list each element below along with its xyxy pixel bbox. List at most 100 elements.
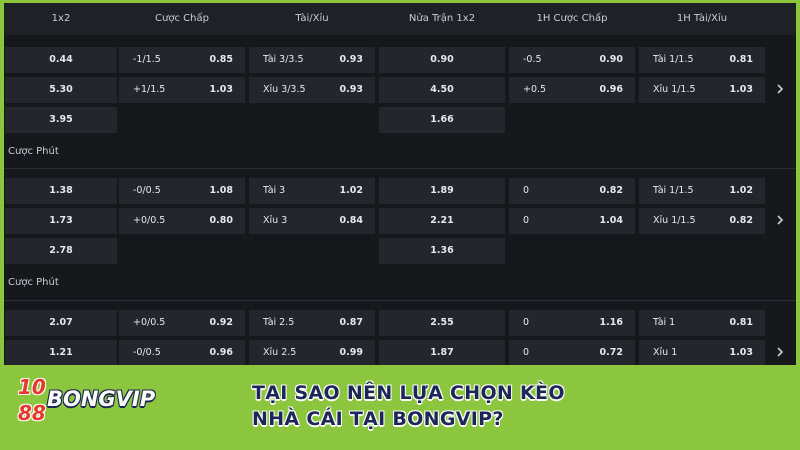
bet-line: -0.5 [523, 54, 542, 65]
odds-cell: Xỉu 1/1.5 0.82 [639, 208, 765, 234]
odds-cell: Tài 3 1.02 [249, 178, 375, 204]
odds-cell: Tài 2.5 0.87 [249, 310, 375, 336]
odds-value: 1.36 [430, 245, 454, 256]
column-header: Nửa Trận 1x2 [408, 13, 476, 24]
odds-value: 1.16 [599, 317, 623, 328]
odds-cell: 1.38 [5, 178, 117, 204]
odds-cell: 0 1.16 [509, 310, 635, 336]
odds-cell: 0 0.72 [509, 340, 635, 365]
odds-cell: 1.73 [5, 208, 117, 234]
odds-cell: 5.30 [5, 77, 117, 103]
bet-line: -1/1.5 [133, 54, 161, 65]
odds-cell: 1.66 [379, 107, 505, 133]
odds-value: 0.96 [209, 347, 233, 358]
odds-cell: +0.5 0.96 [509, 77, 635, 103]
group-label: Cược Phút [8, 146, 59, 157]
headline: TẠI SAO NÊN LỰA CHỌN KÈO [252, 382, 565, 404]
odds-value: 0.90 [430, 54, 454, 65]
odds-value: 1.66 [430, 114, 454, 125]
odds-cell: 2.21 [379, 208, 505, 234]
odds-value: 0.44 [49, 54, 73, 65]
odds-value: 0.87 [339, 317, 363, 328]
bet-line: Tài 3 [263, 185, 286, 196]
bet-line: -0/0.5 [133, 185, 161, 196]
bet-line: Xỉu 1/1.5 [653, 84, 696, 95]
expand-arrow[interactable] [775, 215, 785, 225]
column-header: 1H Cược Chấp [536, 13, 608, 24]
bet-line: Tài 1/1.5 [653, 54, 694, 65]
bet-line: -0/0.5 [133, 347, 161, 358]
odds-value: 2.07 [49, 317, 73, 328]
odds-cell: 4.50 [379, 77, 505, 103]
odds-cell: -0/0.5 1.08 [119, 178, 245, 204]
bet-line: Xỉu 3 [263, 215, 288, 226]
odds-cell: 1.21 [5, 340, 117, 365]
logo-word: BONGVIP [47, 387, 156, 411]
odds-cell: 1.89 [379, 178, 505, 204]
bet-line: +0/0.5 [133, 215, 166, 226]
odds-cell: 2.07 [5, 310, 117, 336]
odds-value: 0.92 [209, 317, 233, 328]
odds-value: 1.08 [209, 185, 233, 196]
odds-value: 0.93 [339, 84, 363, 95]
column-header: Cược Chấp [155, 13, 209, 24]
group-label: Cược Phút [8, 277, 59, 288]
odds-cell: 0.44 [5, 47, 117, 73]
odds-value: 1.38 [49, 185, 73, 196]
odds-value: 1.73 [49, 215, 73, 226]
odds-cell: +1/1.5 1.03 [119, 77, 245, 103]
bet-line: +0/0.5 [133, 317, 166, 328]
odds-cell: 2.78 [5, 238, 117, 264]
bet-line: Tài 1/1.5 [653, 185, 694, 196]
odds-cell: -0/0.5 0.96 [119, 340, 245, 365]
odds-value: 1.03 [729, 84, 753, 95]
logo-number: 88 [18, 401, 46, 425]
odds-value: 0.82 [599, 185, 623, 196]
odds-cell: Xỉu 3/3.5 0.93 [249, 77, 375, 103]
odds-cell: 1.87 [379, 340, 505, 365]
odds-cell: 1.36 [379, 238, 505, 264]
odds-cell: Xỉu 1/1.5 1.03 [639, 77, 765, 103]
chevron [777, 347, 784, 357]
odds-board: 1x2 Cược Chấp Tài/Xỉu Nửa Trận 1x2 1H Cược C… [4, 3, 796, 365]
bet-line: 0 [523, 185, 530, 196]
bet-line: Xỉu 1/1.5 [653, 215, 696, 226]
odds-value: 1.02 [729, 185, 753, 196]
odds-value: 0.99 [339, 347, 363, 358]
odds-value: 0.82 [729, 215, 753, 226]
odds-cell: +0/0.5 0.92 [119, 310, 245, 336]
odds-value: 3.95 [49, 114, 73, 125]
bet-line: Tài 1 [653, 317, 676, 328]
column-header: 1x2 [51, 13, 71, 24]
odds-cell: 2.55 [379, 310, 505, 336]
odds-cell: 0.90 [379, 47, 505, 73]
bet-line: +1/1.5 [133, 84, 166, 95]
odds-cell: -0.5 0.90 [509, 47, 635, 73]
odds-value: 0.90 [599, 54, 623, 65]
odds-value: 0.81 [729, 54, 753, 65]
odds-cell: Xỉu 2.5 0.99 [249, 340, 375, 365]
bet-line: Tài 3/3.5 [263, 54, 304, 65]
banner: 10 88 BONGVIP TẠI SAO NÊN LỰA CHỌN KÈO N… [0, 365, 800, 450]
chevron [777, 84, 784, 94]
odds-cell: Tài 1 0.81 [639, 310, 765, 336]
odds-value: 1.03 [729, 347, 753, 358]
odds-value: 2.21 [430, 215, 454, 226]
header-bar [4, 3, 796, 35]
expand-arrow[interactable] [775, 84, 785, 94]
odds-value: 0.93 [339, 54, 363, 65]
chevron [777, 215, 784, 225]
odds-value: 1.87 [430, 347, 454, 358]
odds-value: 1.03 [209, 84, 233, 95]
logo-number: 10 [18, 375, 46, 399]
bet-line: Tài 2.5 [263, 317, 295, 328]
odds-cell: Tài 1/1.5 1.02 [639, 178, 765, 204]
headline: NHÀ CÁI TẠI BONGVIP? [252, 408, 504, 430]
expand-arrow[interactable] [775, 347, 785, 357]
odds-value: 0.96 [599, 84, 623, 95]
odds-value: 0.81 [729, 317, 753, 328]
odds-value: 2.78 [49, 245, 73, 256]
bet-line: Xỉu 3/3.5 [263, 84, 306, 95]
odds-cell: 3.95 [5, 107, 117, 133]
